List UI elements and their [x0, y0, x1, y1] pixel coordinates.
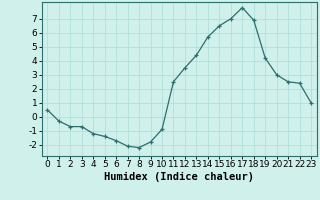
X-axis label: Humidex (Indice chaleur): Humidex (Indice chaleur)	[104, 172, 254, 182]
